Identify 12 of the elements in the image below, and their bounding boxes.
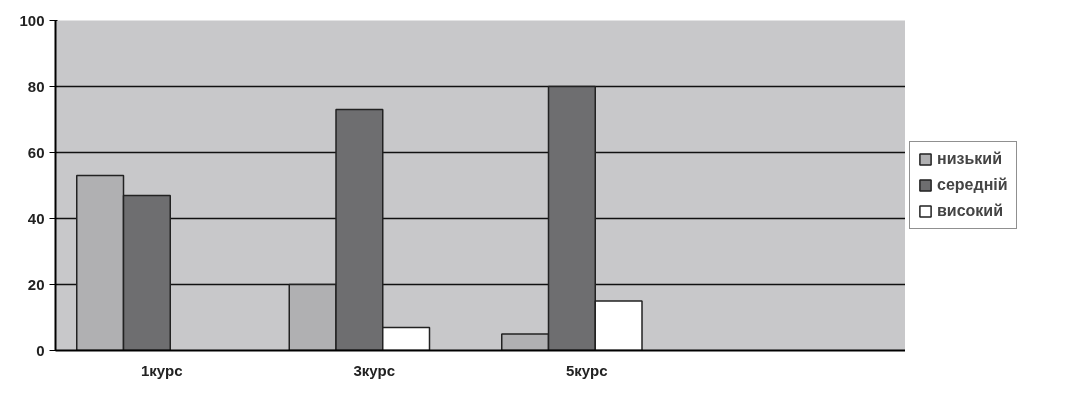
y-tick-label: 20 [27,275,45,293]
y-tick-label: 60 [27,143,45,161]
legend-label: високий [937,202,1004,220]
legend-label: середній [937,176,1008,194]
y-tick-label: 0 [36,341,45,359]
x-tick-label: 3курс [353,361,395,379]
legend-label: низький [937,150,1002,168]
y-tick-label: 80 [27,77,45,95]
x-tick-label: 5курс [566,361,608,379]
y-tick-label: 100 [19,11,45,29]
x-tick-label: 1курс [141,361,183,379]
y-tick-label: 40 [27,209,45,227]
